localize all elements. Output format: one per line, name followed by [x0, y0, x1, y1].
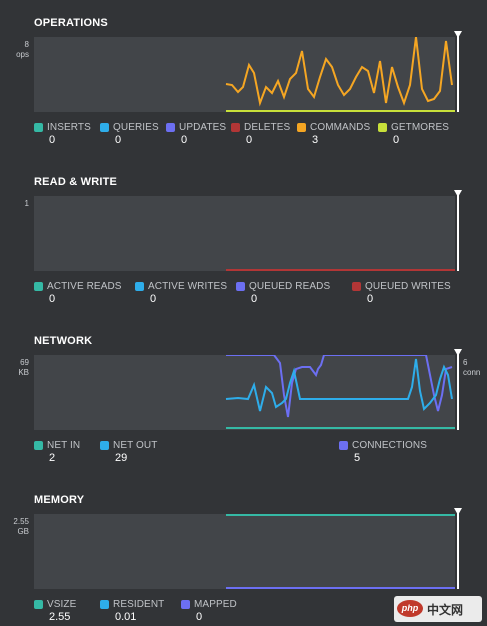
commands-line [225, 37, 453, 107]
inserts-swatch [34, 123, 43, 132]
network-cursor-handle[interactable] [454, 349, 462, 356]
deletes-swatch [231, 123, 240, 132]
operations-title: OPERATIONS [34, 17, 108, 29]
read-write-series [226, 269, 455, 271]
active-writes-value: 0 [150, 293, 157, 305]
network-title: NETWORK [34, 335, 93, 347]
net-in-value: 2 [49, 452, 56, 464]
resident-value: 0.01 [115, 611, 137, 623]
memory-title: MEMORY [34, 494, 85, 506]
watermark-logo: php [397, 600, 423, 617]
vsize-label: VSIZE [47, 599, 77, 610]
mapped-value: 0 [196, 611, 203, 623]
getmores-label: GETMORES [391, 122, 450, 133]
memory-chart[interactable] [34, 514, 455, 589]
updates-label: UPDATES [179, 122, 227, 133]
read-write-title: READ & WRITE [34, 176, 118, 188]
updates-swatch [166, 123, 175, 132]
active-reads-value: 0 [49, 293, 56, 305]
net-in-label: NET IN [47, 440, 81, 451]
queued-reads-value: 0 [251, 293, 258, 305]
vsize-value: 2.55 [49, 611, 71, 623]
commands-value: 3 [312, 134, 319, 146]
queries-swatch [100, 123, 109, 132]
net-out-line [225, 358, 453, 412]
net-out-swatch [100, 441, 109, 450]
queued-reads-swatch [236, 282, 245, 291]
queries-label: QUERIES [113, 122, 159, 133]
connections-value: 5 [354, 452, 361, 464]
deletes-value: 0 [246, 134, 253, 146]
operations-y-max: 8 [24, 40, 29, 49]
active-reads-label: ACTIVE READS [47, 281, 122, 292]
read-write-y-max: 1 [24, 199, 29, 208]
commands-label: COMMANDS [310, 122, 371, 133]
memory-cursor-handle[interactable] [454, 508, 462, 515]
read-write-cursor-handle[interactable] [454, 190, 462, 197]
memory-cursor[interactable] [457, 511, 459, 589]
commands-swatch [297, 123, 306, 132]
net-in-swatch [34, 441, 43, 450]
operations-chart[interactable] [34, 37, 455, 112]
resident-label: RESIDENT [113, 599, 165, 610]
watermark-text: 中文网 [427, 603, 464, 617]
memory-y-max: 2.55 [13, 517, 29, 526]
inserts-label: INSERTS [47, 122, 91, 133]
getmores-value: 0 [393, 134, 400, 146]
queued-writes-label: QUEUED WRITES [365, 281, 451, 292]
operations-y-unit: ops [16, 50, 29, 59]
network-y-max: 69 [20, 358, 29, 367]
active-writes-label: ACTIVE WRITES [148, 281, 228, 292]
read-write-cursor[interactable] [457, 193, 459, 271]
queued-writes-swatch [352, 282, 361, 291]
connections-swatch [339, 441, 348, 450]
updates-value: 0 [181, 134, 188, 146]
active-reads-swatch [34, 282, 43, 291]
inserts-value: 0 [49, 134, 56, 146]
network-cursor[interactable] [457, 352, 459, 430]
resident-swatch [100, 600, 109, 609]
network-chart[interactable] [34, 355, 455, 430]
mapped-swatch [181, 600, 190, 609]
queries-value: 0 [115, 134, 122, 146]
operations-cursor-handle[interactable] [454, 31, 462, 38]
operations-series [225, 37, 455, 112]
getmores-swatch [378, 123, 387, 132]
memory-y-unit: GB [17, 527, 29, 536]
connections-line [226, 355, 453, 418]
watermark: php 中文网 [394, 596, 482, 622]
queued-writes-value: 0 [367, 293, 374, 305]
deletes-label: DELETES [244, 122, 291, 133]
network-series [225, 355, 455, 429]
mapped-label: MAPPED [194, 599, 237, 610]
queued-reads-label: QUEUED READS [249, 281, 331, 292]
read-write-chart[interactable] [34, 196, 455, 271]
connections-label: CONNECTIONS [352, 440, 427, 451]
active-writes-swatch [135, 282, 144, 291]
network-y2-max: 6 [463, 358, 468, 367]
network-y-unit: KB [18, 368, 29, 377]
net-out-value: 29 [115, 452, 128, 464]
operations-cursor[interactable] [457, 34, 459, 112]
memory-series [226, 514, 455, 589]
vsize-swatch [34, 600, 43, 609]
net-out-label: NET OUT [113, 440, 158, 451]
network-y2-unit: conn [463, 368, 481, 377]
